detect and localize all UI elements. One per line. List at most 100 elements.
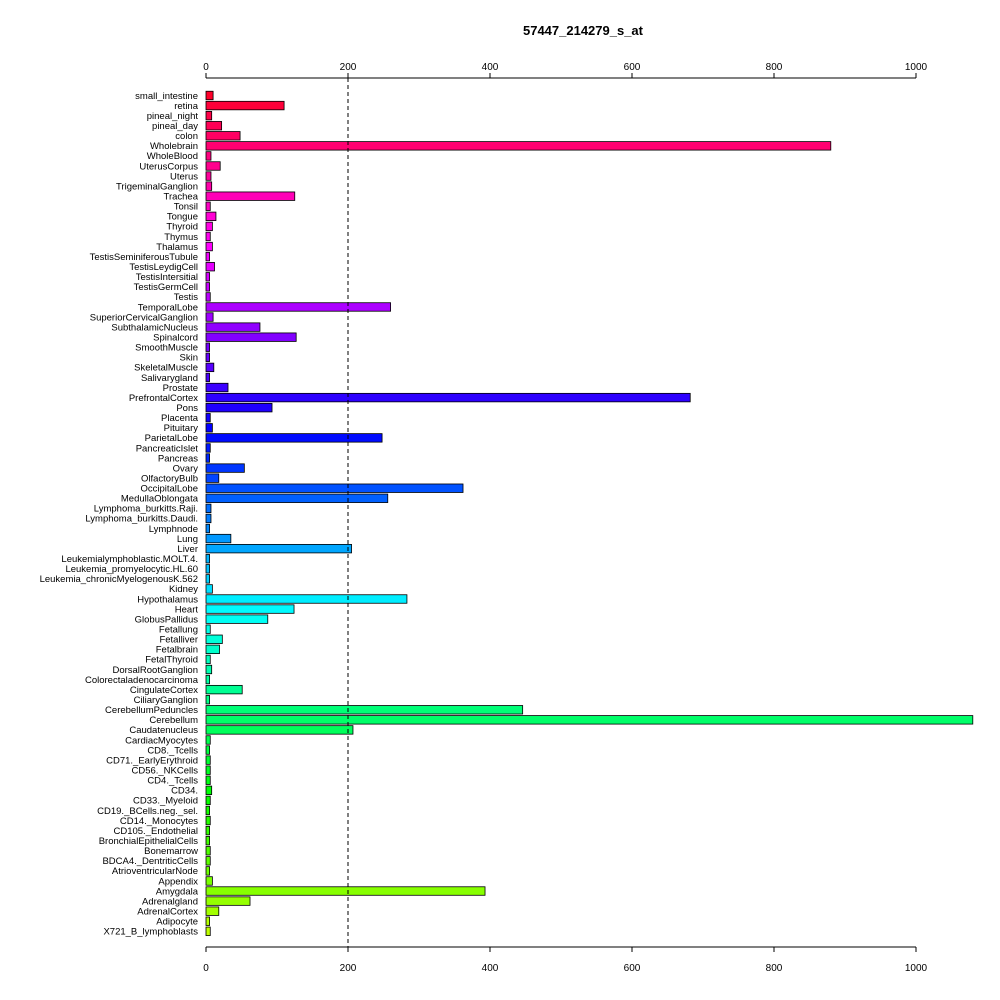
bar-Thyroid [205, 221, 213, 232]
bar-Fetalbrain [205, 644, 220, 654]
category-label: pineal_night [147, 111, 199, 122]
category-label: CD4._Tcells [147, 776, 198, 787]
category-label: retina [174, 101, 198, 112]
top-x-tick-label: 800 [766, 62, 783, 73]
bar-Spinalcord [205, 332, 297, 342]
bottom-x-tick-label: 400 [482, 963, 499, 974]
category-label: Liver [177, 544, 198, 555]
bar-PrefrontalCortex [205, 392, 691, 403]
bar-Lymphoma_burkitts.Daudi. [205, 513, 212, 524]
bar-Lymphoma_burkitts.Raji. [205, 503, 212, 514]
category-label: DorsalRootGanglion [112, 665, 198, 676]
category-label: Kidney [169, 584, 198, 595]
category-label: Salivarygland [141, 373, 198, 384]
category-label: Pons [176, 403, 198, 414]
bar-Leukemia_promyelocytic.HL.60 [205, 564, 210, 574]
chart-title: 57447_214279_s_at [523, 23, 644, 38]
bar-TemporalLobe [205, 302, 392, 312]
category-label: CingulateCortex [130, 685, 198, 696]
bar-CD4._Tcells [205, 775, 211, 785]
category-label: CerebellumPeduncles [105, 705, 198, 716]
category-label: BronchialEpithelialCells [99, 836, 199, 847]
category-label: Lymphoma_burkitts.Raji. [94, 504, 198, 515]
category-label: PancreaticIslet [136, 443, 199, 454]
category-labels-group: small_intestineretinapineal_nightpineal_… [40, 91, 199, 938]
category-label: CiliaryGanglion [134, 695, 198, 706]
category-label: Heart [175, 604, 199, 615]
bar-TestisSeminiferousTubule [205, 251, 210, 262]
category-label: Trachea [164, 192, 199, 203]
category-label: Placenta [161, 413, 199, 424]
bars-group [205, 90, 974, 936]
category-label: X721_B_lymphoblasts [103, 927, 198, 938]
category-label: Fetallung [159, 625, 198, 636]
bar-Prostate [205, 382, 229, 393]
category-label: Thalamus [156, 242, 198, 253]
category-label: CD19._BCells.neg._sel. [97, 806, 198, 817]
category-label: Appendix [158, 876, 198, 887]
category-label: MedullaOblongata [121, 494, 199, 505]
category-label: Fetalliver [159, 635, 198, 646]
category-label: Amygdala [156, 886, 199, 897]
category-label: TestisSeminiferousTubule [90, 252, 198, 263]
category-label: SmoothMuscle [135, 343, 198, 354]
bar-pineal_night [205, 110, 213, 121]
category-label: CD56._NKCells [131, 765, 198, 776]
category-label: Testis [174, 292, 199, 303]
bar-SubthalamicNucleus [205, 322, 261, 332]
bar-Lymphnode [205, 523, 210, 534]
bar-Uterus [205, 171, 212, 181]
bar-CingulateCortex [205, 684, 243, 695]
category-label: CardiacMyocytes [125, 735, 198, 746]
category-label: Colorectaladenocarcinoma [85, 675, 199, 686]
bottom-x-tick-label: 800 [766, 963, 783, 974]
bar-TestisGermCell [205, 282, 210, 292]
bar-CD33._Myeloid [205, 795, 211, 806]
bar-OlfactoryBulb [205, 473, 220, 483]
category-label: CD33._Myeloid [133, 796, 198, 807]
category-label: PrefrontalCortex [129, 393, 198, 404]
category-label: CD34. [171, 786, 198, 797]
bar-Leukemialymphoblastic.MOLT.4. [205, 554, 210, 564]
category-label: Leukemia_promyelocytic.HL.60 [65, 564, 198, 575]
top-x-tick-label: 1000 [905, 62, 928, 73]
category-label: AdrenalCortex [137, 906, 198, 917]
category-label: Caudatenucleus [129, 725, 198, 736]
bar-TestisLeydigCell [205, 262, 215, 272]
category-label: Tonsil [174, 202, 198, 213]
category-label: small_intestine [135, 91, 198, 102]
bar-Leukemia_chronicMyelogenousK.562 [205, 574, 210, 584]
bar-CiliaryGanglion [205, 695, 210, 705]
bar-TrigeminalGanglion [205, 181, 213, 191]
category-label: Tongue [167, 212, 198, 223]
category-label: ParietalLobe [145, 433, 198, 444]
bar-CerebellumPeduncles [205, 705, 524, 715]
bar-colon [205, 131, 241, 141]
bar-Heart [205, 604, 295, 614]
category-label: Lymphoma_burkitts.Daudi. [85, 514, 198, 525]
bar-MedullaOblongata [205, 493, 389, 503]
top-x-tick-label: 200 [340, 62, 357, 73]
category-label: CD14._Monocytes [120, 816, 198, 827]
category-label: FetalThyroid [145, 655, 198, 666]
category-label: Hypothalamus [137, 594, 198, 605]
bar-ParietalLobe [205, 433, 383, 443]
bar-FetalThyroid [205, 654, 211, 665]
bar-CD14._Monocytes [205, 815, 211, 826]
bar-BDCA4._DentriticCells [205, 856, 211, 866]
top-x-tick-label: 0 [203, 62, 209, 73]
bar-SmoothMuscle [205, 342, 210, 352]
category-label: colon [175, 131, 198, 142]
top-x-tick-label: 400 [482, 62, 499, 73]
bar-retina [205, 100, 285, 111]
category-label: Uterus [170, 171, 198, 182]
category-label: TemporalLobe [138, 302, 198, 313]
bar-Pituitary [205, 423, 213, 433]
bar-Cerebellum [205, 715, 974, 725]
bar-Adrenalgland [205, 896, 251, 906]
bar-Tongue [205, 211, 217, 221]
category-label: Thymus [164, 232, 198, 243]
category-label: CD105._Endothelial [113, 826, 198, 837]
category-label: Leukemialymphoblastic.MOLT.4. [61, 554, 198, 565]
